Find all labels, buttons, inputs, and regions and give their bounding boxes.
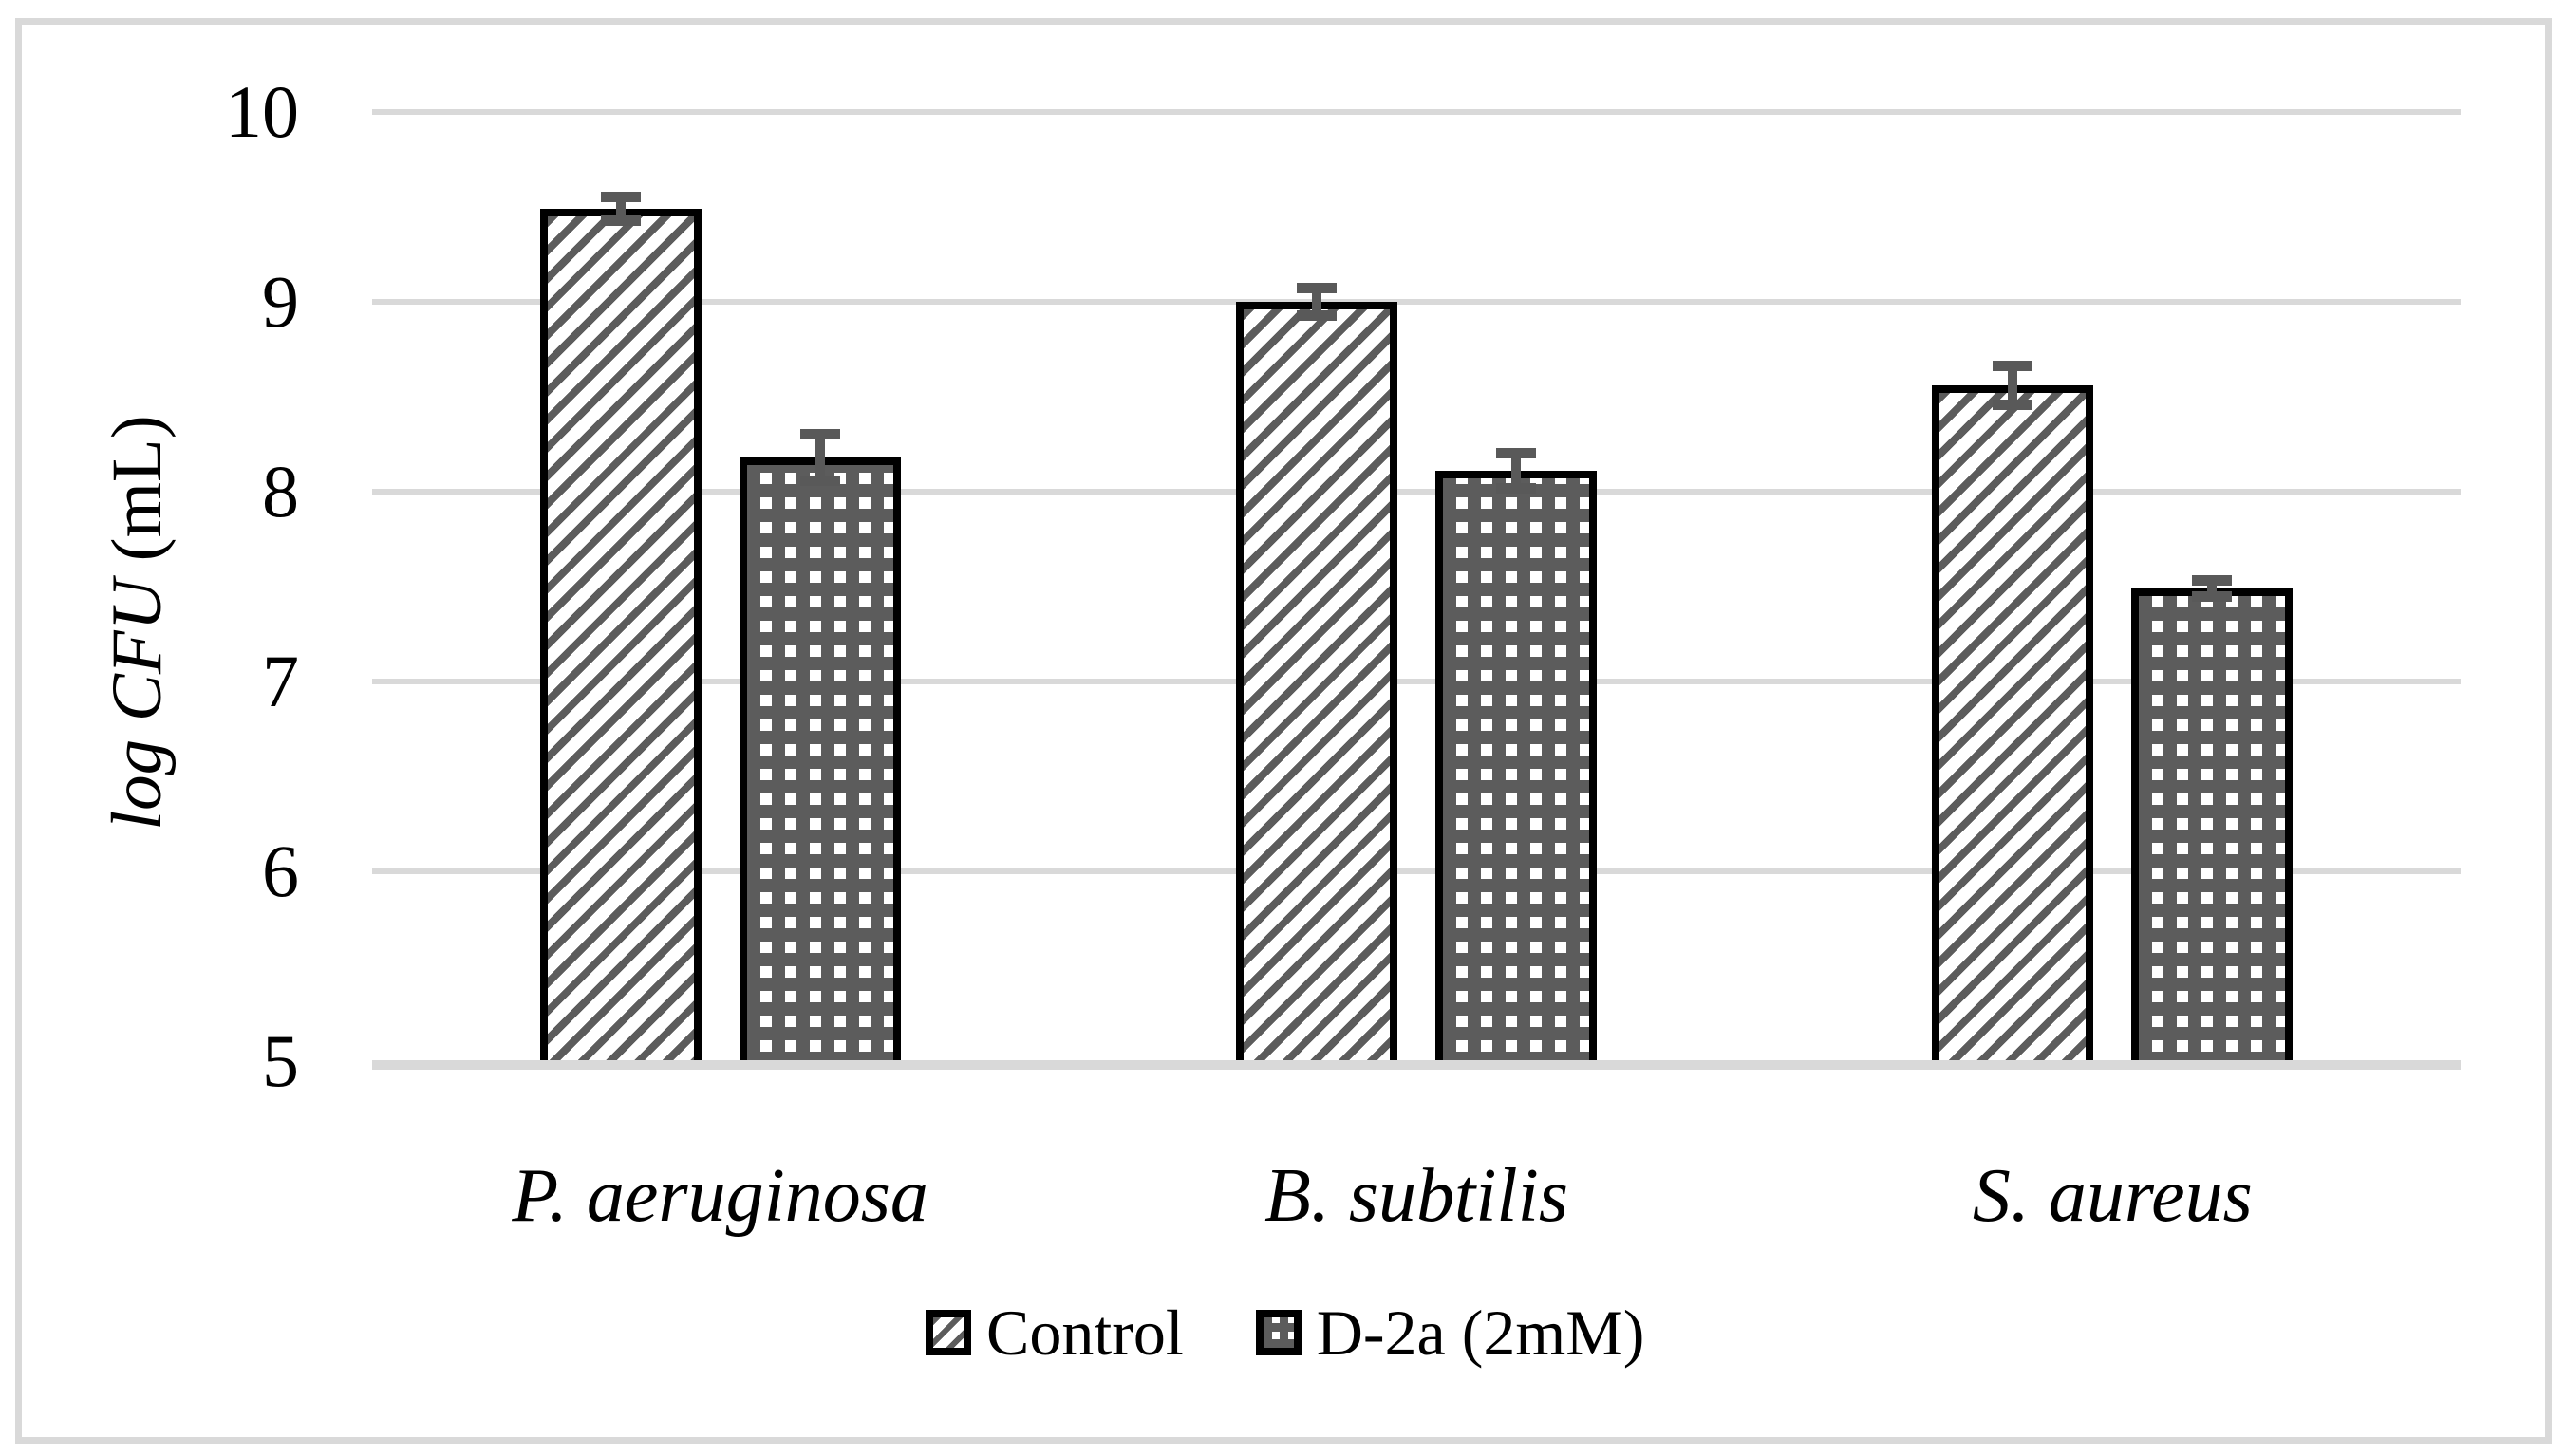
figure-border <box>15 18 2552 1444</box>
bar-d-2a-2mm-b-subtilis <box>1435 471 1597 1065</box>
gridline-7 <box>372 679 2461 684</box>
error-bar-control-s-aureus-cap-bottom <box>1993 400 2033 410</box>
gridline-9 <box>372 299 2461 305</box>
y-tick-label-5: 5 <box>262 1019 299 1102</box>
y-tick-label-10: 10 <box>225 70 299 153</box>
bar-control-p-aeruginosa <box>539 209 702 1065</box>
error-bar-control-b-subtilis-stem <box>1312 283 1321 321</box>
error-bar-d-2a-2mm-p-aeruginosa-cap-bottom <box>799 476 840 486</box>
bar-control-b-subtilis <box>1236 302 1397 1065</box>
x-axis-line <box>372 1060 2461 1070</box>
legend: Control D-2a (2mM) <box>926 1300 1644 1365</box>
y-tick-label-8: 8 <box>262 450 299 532</box>
legend-swatch-control-icon <box>926 1310 971 1355</box>
category-label-p-aeruginosa: P. aeruginosa <box>512 1154 928 1238</box>
error-bar-control-p-aeruginosa-stem <box>615 192 626 226</box>
bar-d-2a-2mm-s-aureus <box>2131 588 2294 1065</box>
y-tick-label-6: 6 <box>262 830 299 912</box>
y-tick-label-9: 9 <box>262 260 299 343</box>
error-bar-d-2a-2mm-s-aureus-stem <box>2207 575 2218 602</box>
error-bar-d-2a-2mm-s-aureus-cap-top <box>2192 575 2233 586</box>
error-bar-control-p-aeruginosa-cap-top <box>600 192 641 202</box>
error-bar-d-2a-2mm-s-aureus-cap-bottom <box>2192 591 2233 602</box>
error-bar-control-s-aureus-cap-top <box>1993 361 2033 371</box>
error-bar-d-2a-2mm-p-aeruginosa-cap-top <box>799 429 840 439</box>
legend-label-control: Control <box>986 1297 1184 1369</box>
error-bar-d-2a-2mm-b-subtilis-cap-top <box>1496 448 1536 458</box>
gridline-8 <box>372 489 2461 495</box>
gridline-10 <box>372 109 2461 115</box>
legend-swatch-d-2a-2mm-icon <box>1255 1310 1302 1355</box>
error-bar-control-b-subtilis-cap-top <box>1297 283 1337 293</box>
y-tick-label-7: 7 <box>262 640 299 722</box>
legend-item-d-2a-2mm: D-2a (2mM) <box>1255 1297 1645 1369</box>
error-bar-control-b-subtilis-cap-bottom <box>1297 310 1337 321</box>
gridline-6 <box>372 868 2461 874</box>
error-bar-control-s-aureus-stem <box>2008 361 2018 410</box>
legend-label-d-2a-2mm: D-2a (2mM) <box>1316 1297 1645 1369</box>
category-label-s-aureus: S. aureus <box>1972 1154 2253 1238</box>
error-bar-control-p-aeruginosa-cap-bottom <box>600 215 641 226</box>
error-bar-d-2a-2mm-b-subtilis-cap-bottom <box>1496 483 1536 494</box>
category-label-b-subtilis: B. subtilis <box>1264 1154 1569 1238</box>
error-bar-d-2a-2mm-p-aeruginosa-stem <box>815 429 825 486</box>
bar-control-s-aureus <box>1932 385 2094 1065</box>
error-bar-d-2a-2mm-b-subtilis-stem <box>1511 448 1521 494</box>
legend-item-control: Control <box>926 1300 1184 1365</box>
bar-d-2a-2mm-p-aeruginosa <box>739 457 901 1065</box>
